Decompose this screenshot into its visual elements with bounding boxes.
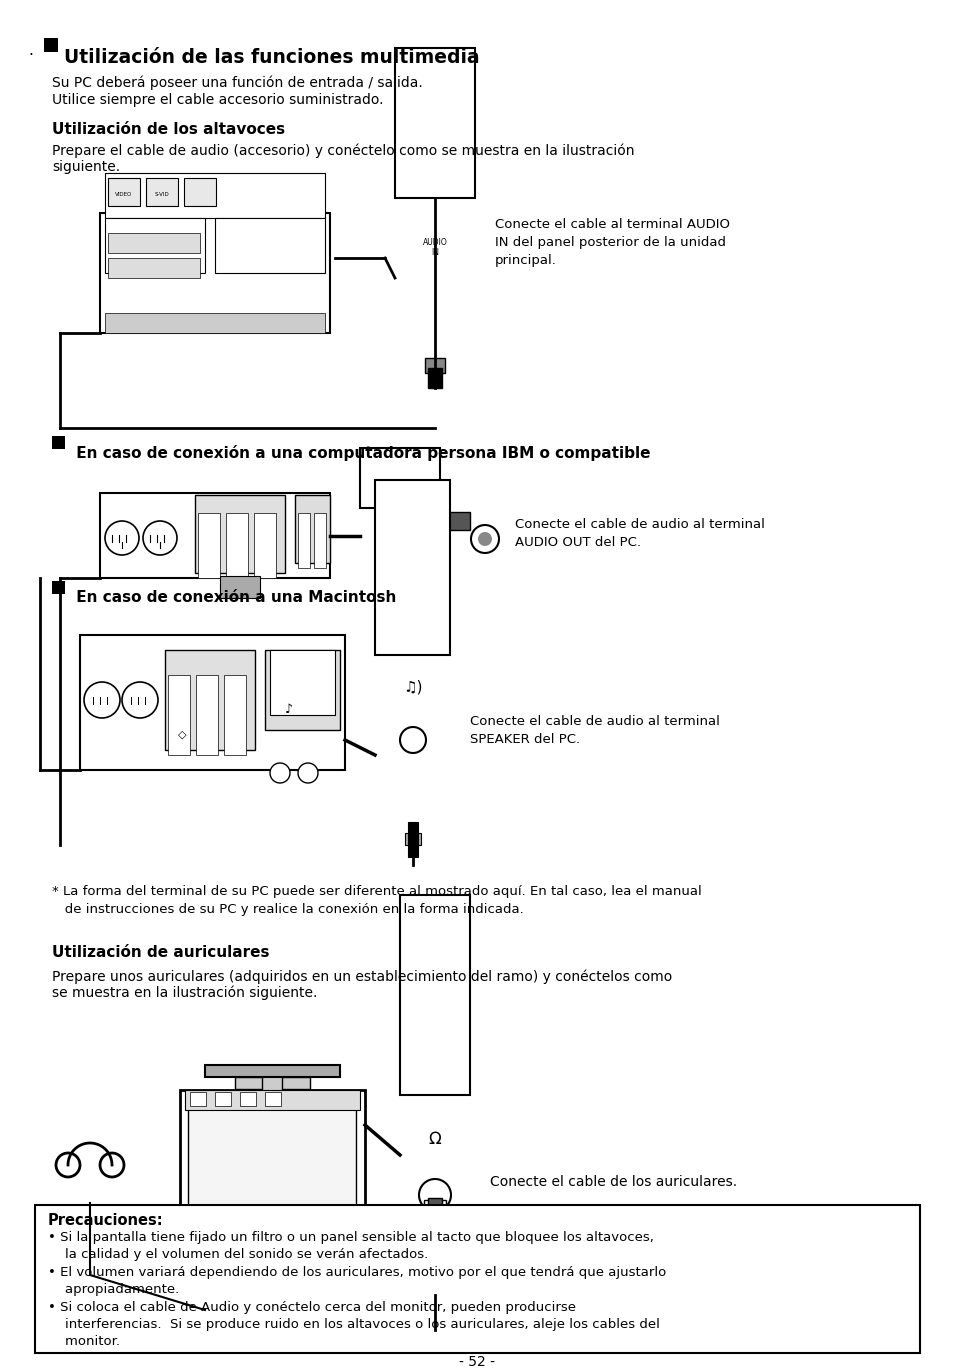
Bar [180, 1090, 365, 1250]
Bar [297, 513, 310, 568]
Bar [226, 513, 248, 578]
Text: siguiente.: siguiente. [52, 160, 120, 174]
Bar [80, 635, 345, 769]
Bar [194, 496, 285, 574]
Text: Utilización de auriculares: Utilización de auriculares [52, 945, 269, 960]
Text: Conecte el cable de los auriculares.: Conecte el cable de los auriculares. [490, 1175, 737, 1190]
Text: • El volumen variará dependiendo de los auriculares, motivo por el que tendrá qu: • El volumen variará dependiendo de los … [48, 1266, 665, 1296]
Bar [105, 218, 205, 272]
Bar [35, 1205, 919, 1353]
Circle shape [297, 763, 317, 783]
Bar [52, 435, 65, 449]
Circle shape [477, 533, 492, 546]
Bar [198, 513, 220, 578]
Bar [44, 38, 58, 52]
Bar [108, 257, 200, 278]
Bar [214, 1092, 231, 1106]
Text: • Si la pantalla tiene fijado un filtro o un panel sensible al tacto que bloquee: • Si la pantalla tiene fijado un filtro … [48, 1231, 653, 1261]
Bar [188, 1097, 355, 1244]
Text: Utilice siempre el cable accesorio suministrado.: Utilice siempre el cable accesorio sumin… [52, 93, 383, 107]
Text: En caso de conexión a una Macintosh: En caso de conexión a una Macintosh [71, 590, 395, 605]
Bar [265, 1092, 281, 1106]
Bar [262, 1076, 282, 1101]
Circle shape [100, 1153, 124, 1177]
Circle shape [270, 763, 290, 783]
Bar [184, 178, 215, 205]
Bar [105, 314, 325, 333]
Bar [100, 493, 330, 578]
Bar [359, 448, 439, 508]
Text: ·: · [28, 48, 32, 63]
Bar [294, 496, 330, 563]
Bar [395, 48, 475, 199]
Bar [205, 1065, 339, 1077]
Text: ♪: ♪ [285, 704, 293, 716]
Text: Ω: Ω [428, 1129, 441, 1149]
Text: VIDEO: VIDEO [115, 192, 132, 197]
Bar [100, 214, 330, 333]
Text: Conecte el cable al terminal AUDIO
IN del panel posterior de la unidad
principal: Conecte el cable al terminal AUDIO IN de… [495, 218, 729, 267]
Circle shape [143, 522, 177, 554]
Text: Precauciones:: Precauciones: [48, 1213, 164, 1228]
Bar [240, 1092, 255, 1106]
Text: Prepare unos auriculares (adquiridos en un establecimiento del ramo) y conéctelo: Prepare unos auriculares (adquiridos en … [52, 969, 672, 983]
Text: Utilización de los altavoces: Utilización de los altavoces [52, 122, 285, 137]
Bar [265, 650, 339, 730]
Bar [220, 576, 260, 598]
Text: Utilización de las funciones multimedia: Utilización de las funciones multimedia [64, 48, 479, 67]
Bar [234, 1077, 310, 1088]
Bar [439, 512, 470, 530]
Bar [314, 513, 326, 568]
Circle shape [56, 1153, 80, 1177]
Circle shape [418, 1179, 451, 1212]
Text: se muestra en la ilustración siguiente.: se muestra en la ilustración siguiente. [52, 986, 317, 999]
Bar [52, 580, 65, 594]
Bar [253, 513, 275, 578]
Text: Conecte el cable de audio al terminal
AUDIO OUT del PC.: Conecte el cable de audio al terminal AU… [515, 517, 764, 549]
Bar [423, 1201, 446, 1265]
Text: ♫): ♫) [403, 680, 422, 695]
Text: ◇: ◇ [177, 730, 186, 741]
Bar [270, 650, 335, 715]
Bar [146, 178, 178, 205]
Circle shape [105, 522, 139, 554]
Bar [224, 675, 246, 754]
Bar [399, 895, 470, 1095]
Circle shape [84, 682, 120, 717]
Text: Su PC deberá poseer una función de entrada / salida.: Su PC deberá poseer una función de entra… [52, 77, 422, 90]
Bar [108, 178, 140, 205]
Text: S-VID: S-VID [154, 192, 170, 197]
Bar [214, 218, 325, 272]
Bar [105, 172, 325, 218]
Bar [424, 359, 444, 372]
Bar [405, 832, 420, 845]
Bar [165, 650, 254, 750]
Text: * La forma del terminal de su PC puede ser diferente al mostrado aquí. En tal ca: * La forma del terminal de su PC puede s… [52, 884, 701, 916]
Circle shape [122, 682, 158, 717]
Bar [195, 675, 218, 754]
Text: AUDIO
IN: AUDIO IN [422, 238, 447, 257]
Text: En caso de conexión a una computadora persona IBM o compatible: En caso de conexión a una computadora pe… [71, 445, 650, 461]
Bar [108, 233, 200, 253]
Bar [168, 675, 190, 754]
Bar [375, 481, 450, 654]
Bar [428, 1198, 441, 1233]
Circle shape [471, 524, 498, 553]
Bar [190, 1092, 206, 1106]
Circle shape [399, 727, 426, 753]
Text: • Si coloca el cable de Audio y conéctelo cerca del monitor, pueden producirse
 : • Si coloca el cable de Audio y conéctel… [48, 1301, 659, 1348]
Text: - 52 -: - 52 - [458, 1355, 495, 1369]
Bar [185, 1090, 359, 1110]
Bar [408, 821, 417, 857]
Bar [428, 368, 441, 387]
Text: Prepare el cable de audio (accesorio) y conéctelo como se muestra en la ilustrac: Prepare el cable de audio (accesorio) y … [52, 144, 634, 159]
Text: Conecte el cable de audio al terminal
SPEAKER del PC.: Conecte el cable de audio al terminal SP… [470, 715, 720, 746]
